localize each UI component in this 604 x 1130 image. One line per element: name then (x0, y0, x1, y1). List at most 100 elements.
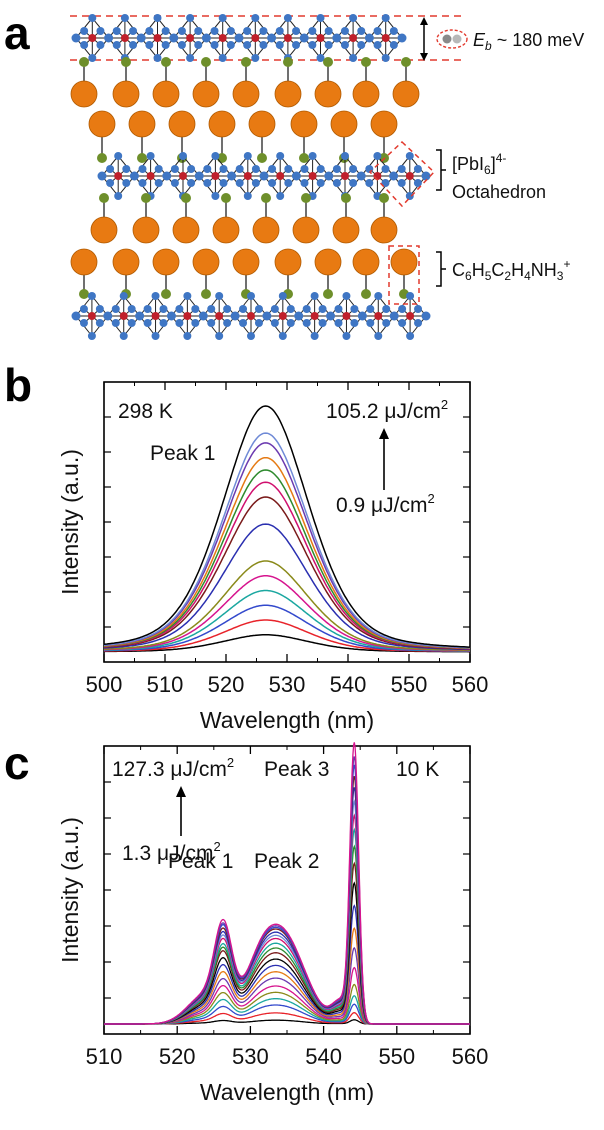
iodide-atom (119, 332, 128, 340)
iodide-atom (80, 27, 89, 35)
iodide-atom (389, 171, 399, 181)
iodide-atom (129, 171, 139, 181)
octahedron-label: Octahedron (452, 182, 546, 202)
chart-c-pl-10k: 510 520 530 540 550 560 Wavelength (nm) Intensi… (57, 742, 488, 1105)
chart-c-x-tick-label: 550 (378, 1044, 415, 1069)
chart-b-series-line-4 (103, 589, 470, 652)
iodide-atom (177, 27, 186, 35)
iodide-atom (96, 27, 105, 35)
organic-group-sphere (314, 248, 342, 276)
iodide-atom (175, 319, 184, 327)
iodide-atom (373, 27, 382, 35)
iodide-atom (243, 27, 252, 35)
iodide-atom (397, 33, 407, 43)
iodide-atom (247, 332, 255, 340)
iodide-atom (278, 292, 287, 300)
iodide-atom (219, 179, 228, 187)
organic-group-sphere (168, 110, 196, 138)
lead-atom (406, 312, 415, 320)
iodide-atom (198, 311, 208, 321)
iodide-atom (129, 41, 138, 49)
nitrogen-atom (283, 57, 293, 67)
chart-c-series-line-2 (104, 1012, 470, 1025)
chart-b-fluence-high: 105.2 μJ/cm2 (326, 397, 448, 423)
iodide-atom (154, 165, 163, 173)
iodide-atom (187, 165, 196, 173)
chart-b-series-line-6 (104, 560, 470, 651)
chart-c-x-tick-label: 520 (159, 1044, 196, 1069)
chart-c-x-axis-label: Wavelength (nm) (200, 1079, 374, 1105)
iodide-atom (414, 305, 423, 313)
iodide-atom (389, 27, 398, 35)
chart-b-fluence-low-superscript: 2 (427, 491, 434, 506)
chart-b-peak-label: Peak 1 (150, 442, 215, 465)
iodide-atom (259, 27, 268, 35)
iodide-atom (334, 319, 343, 327)
iodide-atom (234, 33, 244, 43)
iodide-atom (373, 152, 382, 160)
iodide-atom (159, 319, 168, 327)
iodide-atom (397, 165, 406, 173)
panel-label-b: b (4, 359, 33, 411)
nitrogen-atom (221, 193, 231, 203)
iodide-atom (292, 41, 301, 49)
iodide-atom (421, 171, 431, 181)
iodide-atom (389, 311, 399, 321)
chart-b-x-tick-label: 520 (208, 672, 245, 697)
iodide-atom (203, 165, 212, 173)
chart-c-series-line-20 (104, 742, 470, 1025)
organic-group-sphere (292, 216, 320, 244)
iodide-atom (302, 305, 311, 313)
organic-group-sphere (352, 80, 380, 108)
chart-c-plot-frame (103, 745, 471, 1035)
iodide-atom (80, 41, 89, 49)
cation-row-3 (90, 193, 398, 244)
iodide-atom (318, 305, 327, 313)
iodide-atom (286, 319, 295, 327)
iodide-atom (153, 54, 162, 62)
structure-layers (70, 14, 462, 340)
iodide-atom (350, 305, 359, 313)
iodide-atom (299, 33, 309, 43)
iodide-atom (262, 311, 272, 321)
lead-atom (243, 172, 252, 180)
lead-atom (151, 312, 160, 320)
iodide-atom (414, 319, 423, 327)
lead-atom (87, 312, 96, 320)
iodide-atom (106, 179, 115, 187)
iodide-atom (381, 165, 390, 173)
chart-b-fluence-arrow-head (379, 428, 389, 439)
chart-b-x-tick-label: 510 (147, 672, 184, 697)
iodide-atom (374, 292, 383, 300)
chart-b-x-tick-label: 500 (86, 672, 123, 697)
organic-group-sphere (332, 216, 360, 244)
chart-b-series-line-11 (103, 456, 471, 649)
crystal-structure-diagram: Eb ~ 180 meV [PbI6]4- Octahedron C6H5C2H… (70, 14, 584, 340)
lead-atom (218, 34, 227, 42)
iodide-atom (243, 152, 252, 160)
iodide-atom (254, 305, 263, 313)
nitrogen-atom (79, 289, 89, 299)
iodide-atom (259, 171, 269, 181)
nitrogen-atom (379, 193, 389, 203)
iodide-atom (183, 292, 192, 300)
iodide-atom (332, 33, 342, 43)
nitrogen-atom (323, 57, 333, 67)
iodide-atom (357, 41, 366, 49)
iodide-atom (103, 311, 113, 321)
iodide-atom (341, 152, 349, 160)
iodide-atom (326, 311, 336, 321)
lead-atom (308, 172, 317, 180)
lead-atom (114, 172, 123, 180)
lead-atom (119, 312, 128, 320)
cation-bracket (436, 251, 446, 287)
iodide-atom (275, 27, 284, 35)
iodide-atom (398, 319, 407, 327)
iodide-atom (112, 41, 121, 49)
nitrogen-atom (301, 193, 311, 203)
nitrogen-atom (137, 153, 147, 163)
iodide-atom (177, 41, 186, 49)
nitrogen-atom (161, 289, 171, 299)
iodide-atom (151, 332, 160, 340)
iodide-atom (366, 319, 375, 327)
